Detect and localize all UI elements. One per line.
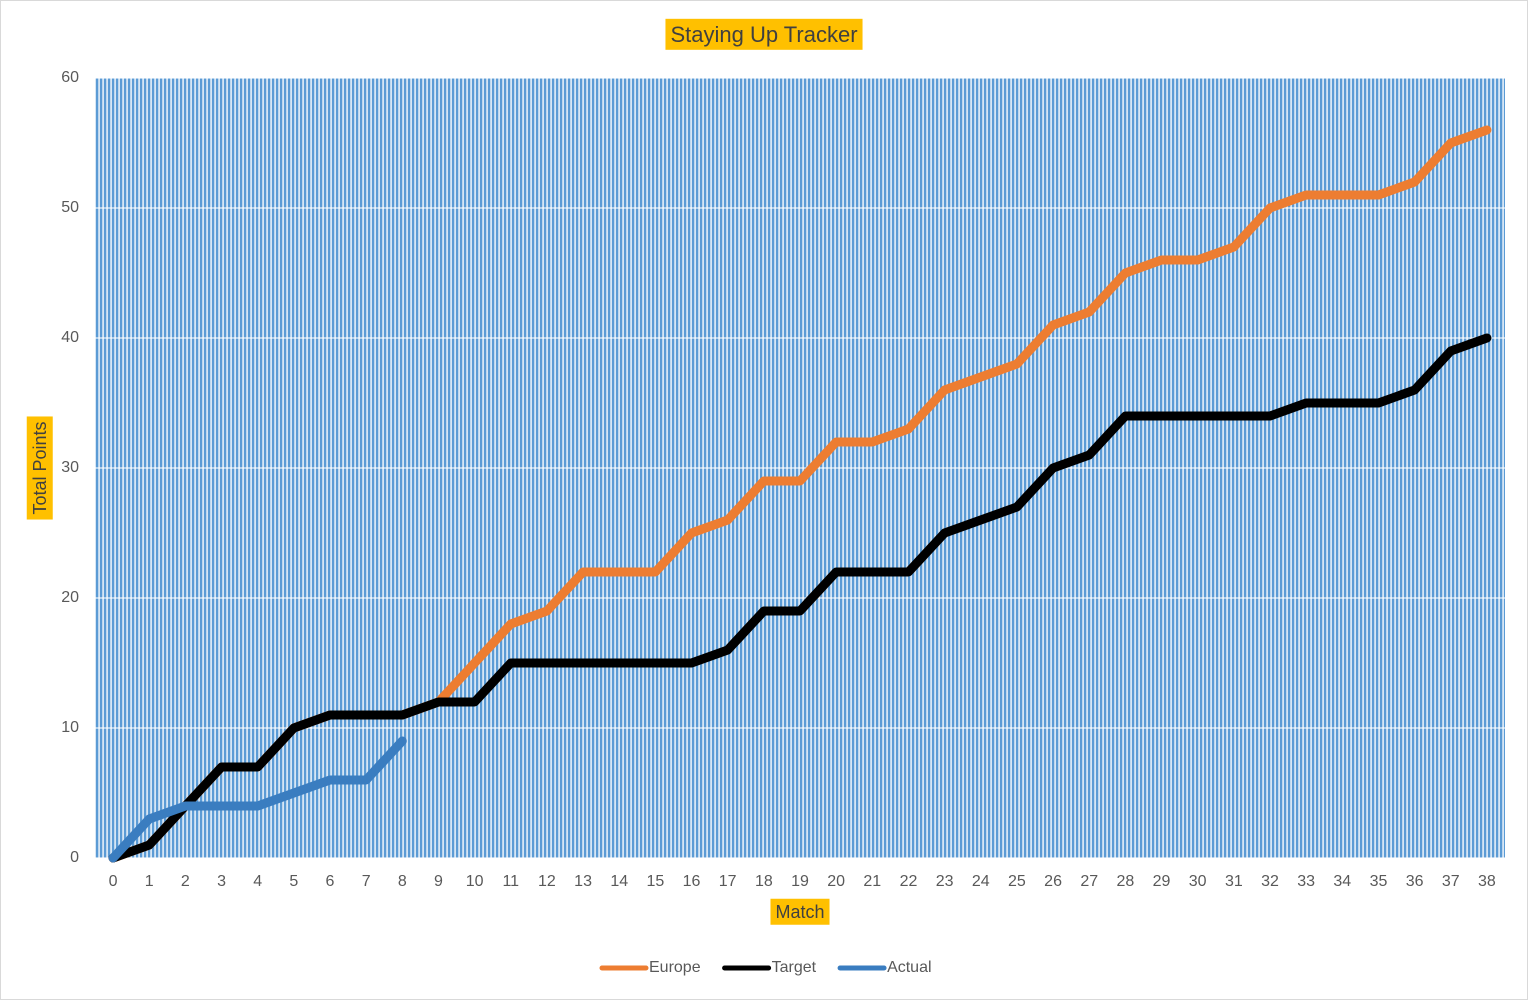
y-tick-label: 10 [61,719,79,736]
x-tick-label: 28 [1116,873,1134,890]
x-tick-label: 16 [683,873,701,890]
label-box [26,416,53,520]
x-tick-label: 34 [1333,873,1351,890]
x-tick-label: 31 [1225,873,1243,890]
y-tick-label: 20 [61,589,79,606]
x-tick-label: 37 [1442,873,1460,890]
x-tick-label: 7 [362,873,371,890]
series-line [108,736,407,863]
x-tick-label: 12 [538,873,556,890]
x-tick-label: 30 [1189,873,1207,890]
x-tick-label: 17 [719,873,737,890]
x-tick-label: 4 [253,873,262,890]
x-tick-label: 1 [145,873,154,890]
x-tick-label: 11 [502,873,519,890]
y-tick-label: 30 [61,459,79,476]
x-tick-label: 13 [574,873,592,890]
y-tick-label: 40 [61,329,79,346]
x-tick-label: 35 [1370,873,1388,890]
x-tick-label: 18 [755,873,773,890]
x-tick-label: 10 [466,873,484,890]
x-tick-label: 33 [1297,873,1315,890]
y-tick-label: 60 [61,69,79,86]
y-axis-title: Total Points [30,421,50,514]
x-tick-label: 0 [109,873,118,890]
y-tick-label: 50 [61,199,79,216]
x-tick-label: 5 [289,873,298,890]
legend-label: Europe [649,959,701,976]
x-tick-label: 21 [863,873,881,890]
x-tick-label: 6 [326,873,335,890]
label-box [770,898,830,925]
x-axis-title: Match [775,902,824,922]
x-tick-label: 27 [1080,873,1098,890]
x-tick-label: 26 [1044,873,1062,890]
legend: Europe Target Actual [599,959,932,976]
x-tick-label: 32 [1261,873,1279,890]
x-tick-label: 14 [610,873,628,890]
x-tick-label: 20 [827,873,845,890]
x-tick-label: 22 [900,873,918,890]
x-tick-label: 23 [936,873,954,890]
label-box [665,18,863,50]
legend-label: Actual [887,959,931,976]
legend-label: Target [772,959,817,976]
series-line [108,333,1492,863]
x-tick-label: 2 [181,873,190,890]
x-tick-label: 36 [1406,873,1424,890]
x-tick-label: 3 [217,873,226,890]
x-tick-label: 9 [434,873,443,890]
x-tick-label: 29 [1153,873,1171,890]
x-tick-label: 15 [646,873,664,890]
x-tick-label: 8 [398,873,407,890]
x-tick-label: 24 [972,873,990,890]
x-tick-label: 38 [1478,873,1496,890]
x-tick-label: 25 [1008,873,1026,890]
y-tick-label: 0 [70,849,79,866]
chart-title: Staying Up Tracker [670,22,857,47]
x-tick-label: 19 [791,873,809,890]
